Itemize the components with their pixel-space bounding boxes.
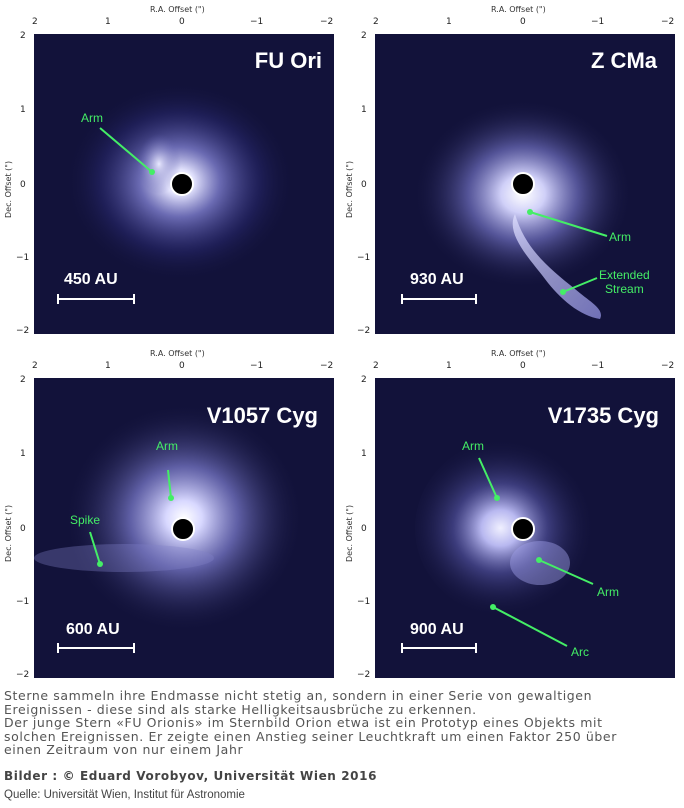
y-tick: 2 (361, 375, 367, 385)
source-line: Quelle: Universität Wien, Institut für A… (4, 789, 245, 801)
panel-image (375, 378, 675, 678)
y-tick: −2 (16, 670, 30, 680)
y-tick: 2 (20, 31, 26, 41)
y-axis-label: Dec. Offset (") (345, 160, 354, 218)
y-tick: 1 (361, 449, 367, 459)
y-tick: −2 (357, 326, 371, 336)
y-tick: 2 (361, 31, 367, 41)
caption-line: Der junge Stern «FU Orionis» im Sternbil… (4, 715, 603, 730)
x-tick: −1 (591, 17, 605, 27)
x-tick: 2 (32, 17, 38, 27)
scale-label: 900 AU (410, 621, 464, 638)
y-tick: 2 (20, 375, 26, 385)
y-tick: −1 (16, 597, 30, 607)
x-tick: −1 (591, 361, 605, 371)
x-tick: −2 (320, 17, 334, 27)
scale-label: 600 AU (66, 621, 120, 638)
y-tick: 1 (361, 105, 367, 115)
x-axis-label: R.A. Offset (") (491, 5, 546, 14)
x-axis-label: R.A. Offset (") (491, 349, 546, 358)
annotation-arm: Arm (81, 111, 103, 125)
panel-v1057-cyg: V1057 Cyg 600 AU Arm Spike (34, 378, 334, 678)
y-tick: 0 (20, 180, 26, 190)
x-tick: 2 (32, 361, 38, 371)
y-tick: −1 (357, 253, 371, 263)
caption-line: Ereignissen - diese sind als starke Hell… (4, 701, 477, 717)
caption: Sterne sammeln ihre Endmasse nicht steti… (4, 689, 680, 757)
object-name: V1057 Cyg (206, 403, 318, 428)
y-tick: −2 (357, 670, 371, 680)
x-tick: −1 (250, 17, 264, 27)
object-name: Z CMa (591, 48, 657, 73)
annotation-arm: Arm (156, 439, 178, 453)
x-tick: 0 (520, 17, 526, 27)
scale-label: 450 AU (64, 271, 118, 288)
panel-z-cma: Z CMa 930 AU Arm Extended Stream (375, 34, 675, 334)
x-axis-label: R.A. Offset (") (150, 349, 205, 358)
object-name: FU Ori (254, 48, 322, 73)
x-axis-label: R.A. Offset (") (150, 5, 205, 14)
x-tick: 2 (373, 361, 379, 371)
x-tick: 1 (105, 17, 111, 27)
annotation-arc: Arc (571, 645, 589, 659)
y-tick: 1 (20, 105, 26, 115)
y-axis-label: Dec. Offset (") (4, 160, 13, 218)
annotation-arm: Arm (609, 230, 631, 244)
annotation-extended-stream: Extended Stream (599, 268, 650, 296)
annotation-arm: Arm (462, 439, 484, 453)
object-name: V1735 Cyg (547, 403, 659, 428)
y-tick: 1 (20, 449, 26, 459)
x-tick: 0 (179, 361, 185, 371)
y-tick: 0 (20, 524, 26, 534)
caption-line: einen Zeitraum von nur einem Jahr (4, 742, 244, 757)
x-tick: −1 (250, 361, 264, 371)
y-axis-label: Dec. Offset (") (4, 504, 13, 562)
panel-image (375, 34, 675, 334)
x-tick: 1 (446, 17, 452, 27)
y-tick: 0 (361, 180, 367, 190)
panel-image (34, 34, 334, 334)
x-tick: 0 (179, 17, 185, 27)
x-tick: 1 (105, 361, 111, 371)
y-tick: −1 (357, 597, 371, 607)
y-tick: −2 (16, 326, 30, 336)
x-tick: −2 (661, 361, 675, 371)
annotation-spike: Spike (70, 513, 101, 527)
annotation-arm: Arm (597, 585, 619, 599)
x-tick: 0 (520, 361, 526, 371)
x-tick: 2 (373, 17, 379, 27)
panel-fu-ori: FU Ori 450 AU Arm (34, 34, 334, 334)
y-tick: 0 (361, 524, 367, 534)
y-tick: −1 (16, 253, 30, 263)
caption-line: Sterne sammeln ihre Endmasse nicht steti… (4, 688, 593, 703)
panel-v1735-cyg: V1735 Cyg 900 AU Arm Arm Arc (375, 378, 675, 678)
panel-image (34, 378, 334, 678)
y-axis-label: Dec. Offset (") (345, 504, 354, 562)
x-tick: −2 (320, 361, 334, 371)
x-tick: −2 (661, 17, 675, 27)
image-credit: Bilder : © Eduard Vorobyov, Universität … (4, 769, 378, 783)
scale-label: 930 AU (410, 271, 464, 288)
caption-line: solchen Ereignissen. Er zeigte einen Ans… (4, 728, 617, 744)
x-tick: 1 (446, 361, 452, 371)
